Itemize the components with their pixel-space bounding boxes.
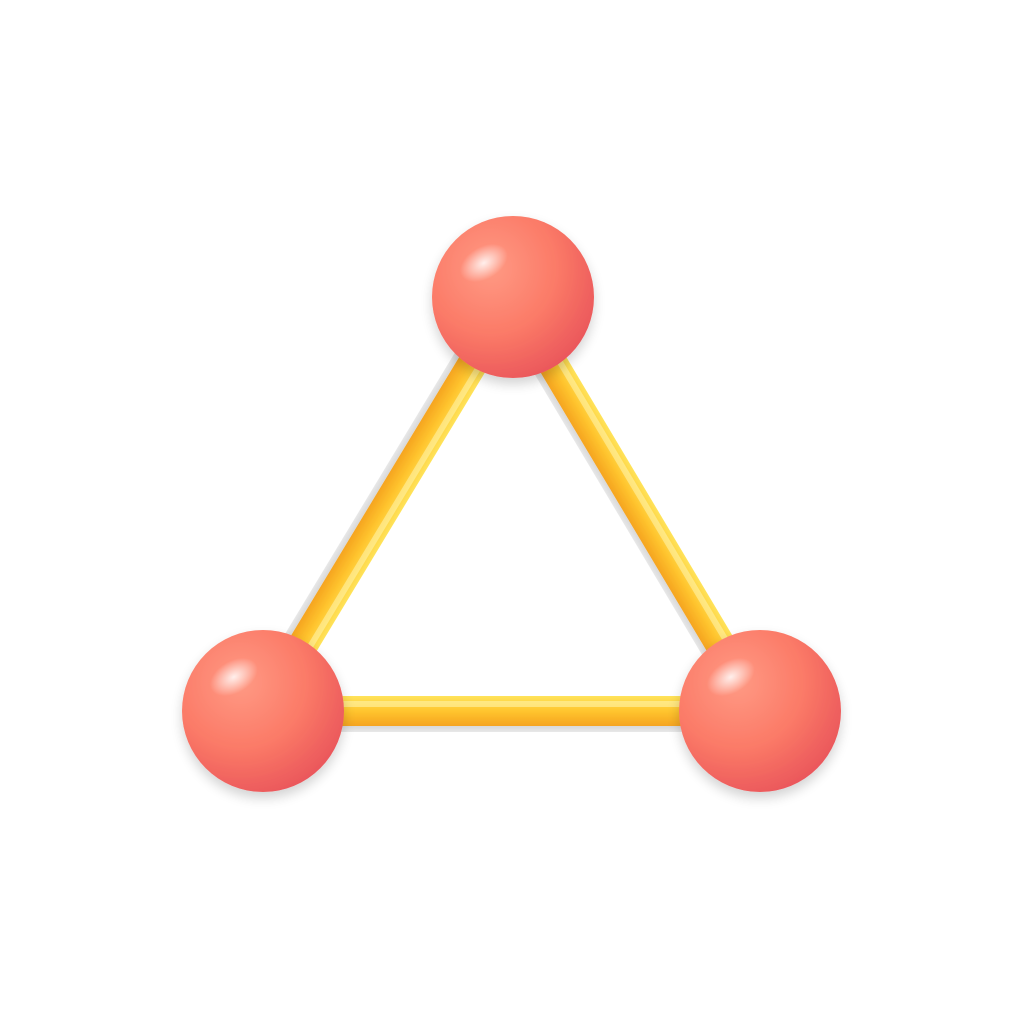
top-node xyxy=(432,216,594,378)
bottom-right-node xyxy=(679,630,841,792)
bottom-left-node xyxy=(182,630,344,792)
